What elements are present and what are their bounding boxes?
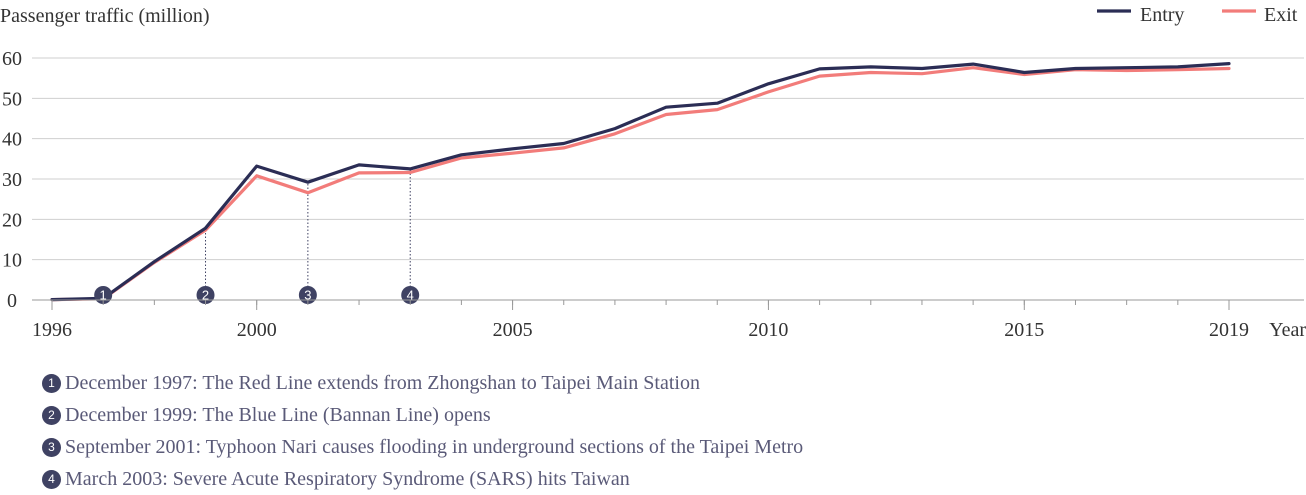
event-marker-label: 2 (202, 288, 209, 303)
x-tick-label: 2005 (493, 319, 533, 341)
legend-label-entry: Entry (1140, 4, 1184, 26)
y-tick-label: 20 (2, 209, 22, 231)
note-text: September 2001: Typhoon Nari causes floo… (65, 436, 804, 458)
series-line-entry (50, 61, 1231, 302)
y-tick-label: 60 (2, 48, 22, 70)
note-text: December 1997: The Red Line extends from… (65, 372, 700, 394)
series-line-exit (50, 66, 1231, 302)
note-marker-4: 4 (42, 469, 61, 489)
x-tick-label: 2015 (1004, 319, 1044, 341)
note-item: 4 March 2003: Severe Acute Respiratory Sy… (42, 463, 803, 495)
y-tick-label: 40 (2, 129, 22, 151)
note-text: March 2003: Severe Acute Respiratory Syn… (65, 468, 630, 490)
y-tick-label: 30 (2, 169, 22, 191)
event-marker-label: 3 (304, 288, 311, 303)
note-marker-3: 3 (42, 437, 61, 457)
series-lines (50, 61, 1231, 302)
y-axis-title: Passenger traffic (million) (0, 5, 210, 27)
event-guides (205, 168, 411, 294)
note-text: December 1999: The Blue Line (Bannan Lin… (65, 404, 491, 426)
x-tick-label: 2000 (237, 319, 277, 341)
note-marker-1: 1 (42, 373, 61, 393)
legend: Entry Exit (1097, 4, 1298, 26)
x-axis-title: Year (1269, 319, 1306, 341)
x-tick-label: 1996 (32, 319, 72, 341)
axes: 0 10 20 30 40 50 60 1996 2000 2005 2010 2015 2019 Pas… (0, 5, 1306, 341)
passenger-traffic-chart: 1 2 3 4 0 10 20 30 40 50 60 1996 2000 2005 2010 2015 20… (0, 4, 1306, 341)
note-item: 1 December 1997: The Red Line extends fro… (42, 367, 803, 399)
note-marker-2: 2 (42, 405, 61, 425)
note-item: 3 September 2001: Typhoon Nari causes flo… (42, 431, 803, 463)
y-tick-label: 10 (2, 250, 22, 272)
x-tick-label: 2010 (748, 319, 788, 341)
legend-label-exit: Exit (1264, 4, 1298, 26)
grid (32, 57, 1304, 261)
event-marker-label: 4 (407, 288, 414, 303)
y-tick-label: 50 (2, 88, 22, 110)
y-tick-label: 0 (7, 290, 17, 312)
x-tick-label: 2019 (1209, 319, 1249, 341)
event-marker-label: 1 (100, 288, 107, 303)
event-notes: 1 December 1997: The Red Line extends fro… (42, 367, 803, 495)
note-item: 2 December 1999: The Blue Line (Bannan Li… (42, 399, 803, 431)
